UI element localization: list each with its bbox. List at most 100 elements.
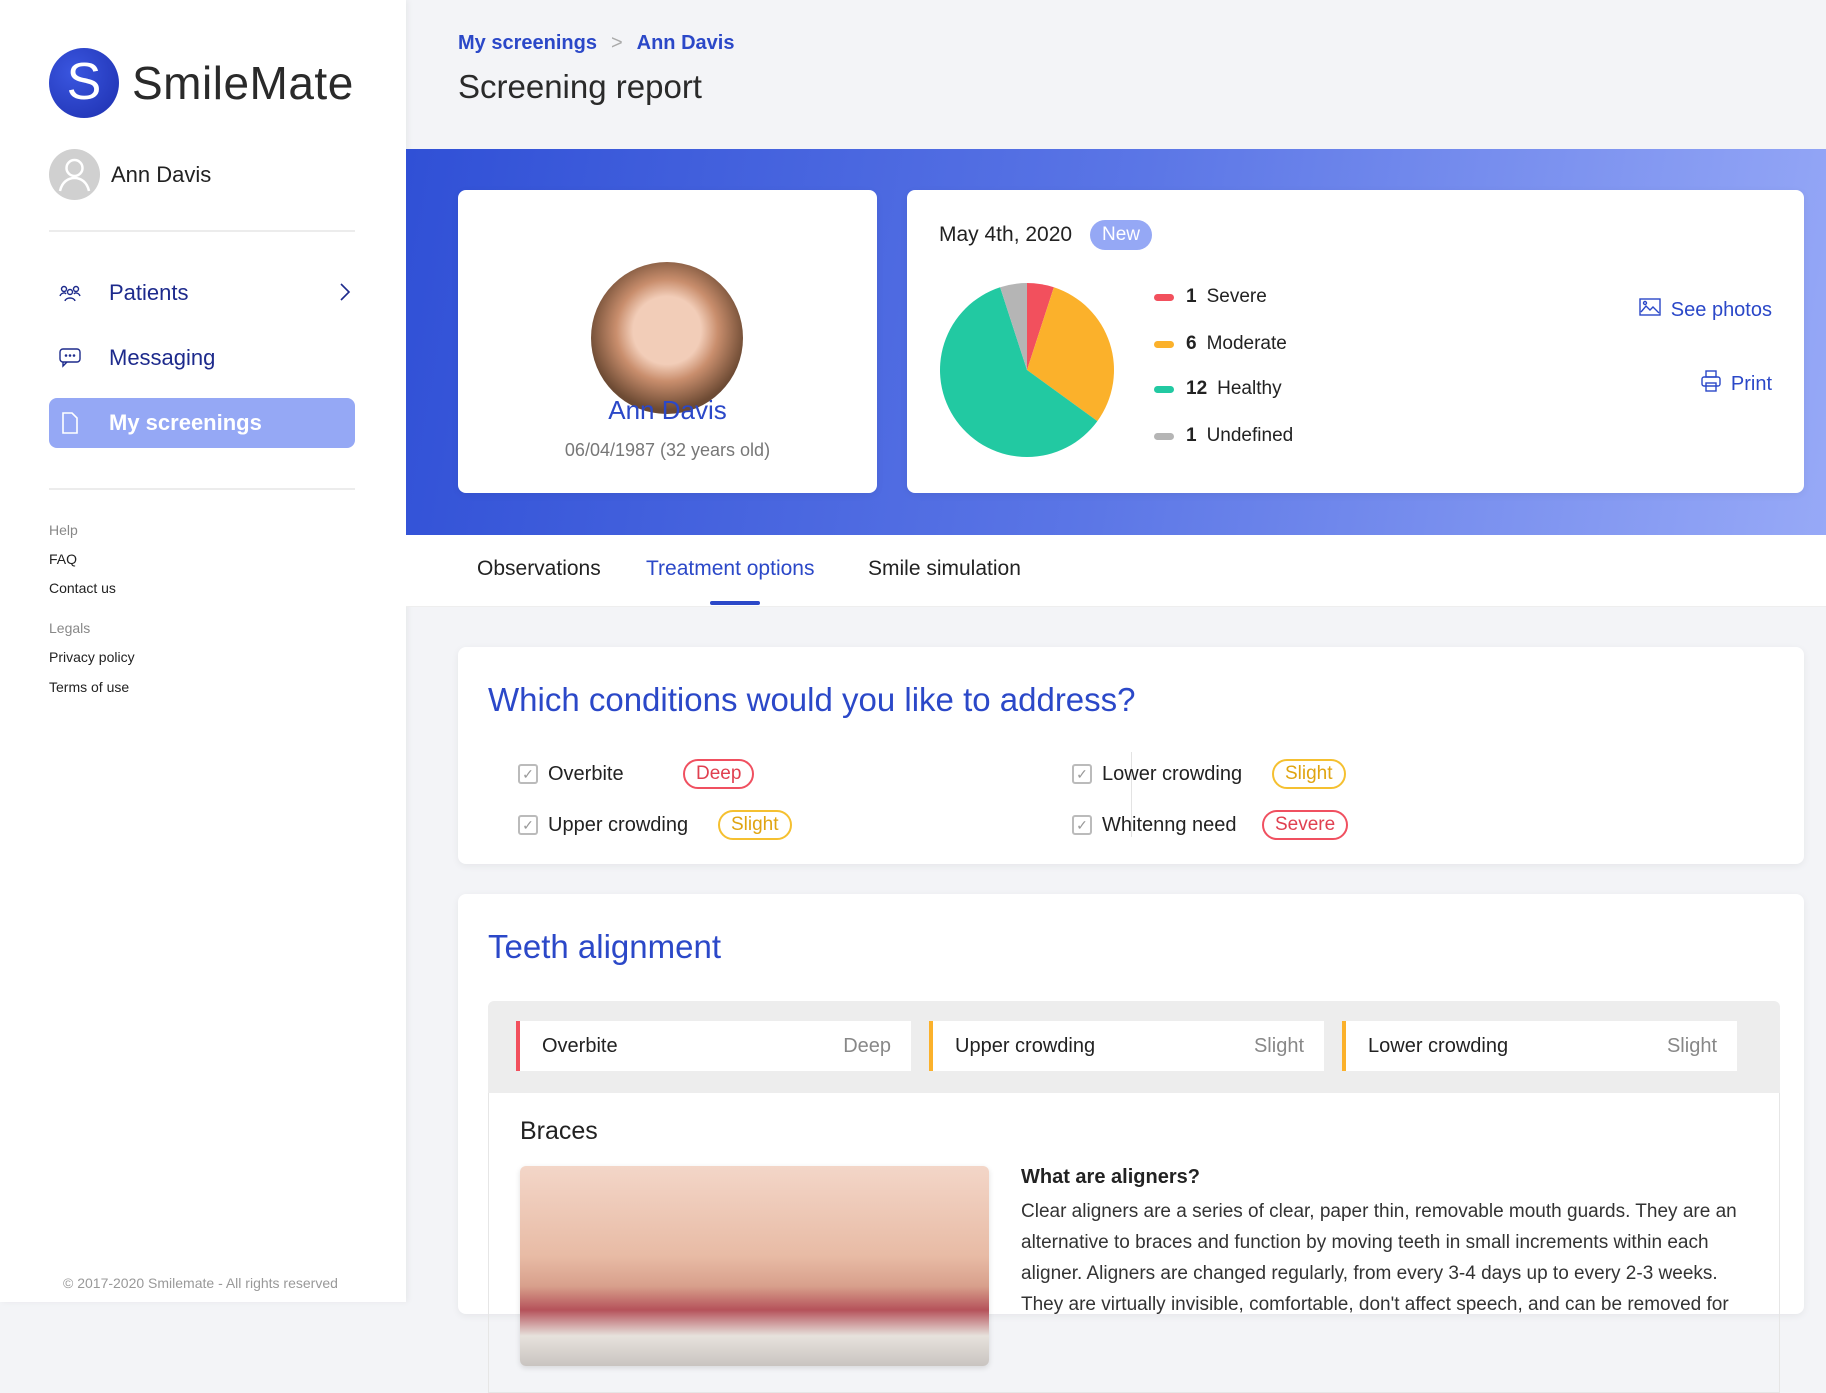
pie-slice-severe — [1027, 283, 1054, 370]
aligners-heading: What are aligners? — [1021, 1166, 1200, 1188]
braces-photo — [520, 1166, 989, 1366]
teeth-alignment-card: Teeth alignment Overbite Deep Upper crowdi… — [458, 894, 1804, 1393]
terms-link[interactable]: Terms of use — [49, 679, 130, 695]
user-name: Ann Davis — [111, 162, 212, 187]
legend-label: Undefined — [1206, 425, 1294, 446]
chat-icon — [59, 347, 81, 369]
print-label: Print — [1730, 372, 1772, 395]
sidebar-item-messaging[interactable]: Messaging — [49, 333, 355, 383]
legend-label: Moderate — [1206, 333, 1287, 354]
legend-count: 1 — [1186, 286, 1197, 307]
summary-card: May 4th, 2020 New 1 Severe 6 Moderate 12 Heal… — [907, 190, 1804, 493]
checkbox[interactable]: ✓ — [1072, 764, 1092, 784]
teeth-alignment-title: Teeth alignment — [488, 928, 721, 965]
alignment-level: Slight — [1253, 1034, 1304, 1057]
legend-label: Severe — [1206, 286, 1267, 307]
conditions-title: Which conditions would you like to addre… — [488, 681, 1136, 718]
checkbox[interactable]: ✓ — [1072, 815, 1092, 835]
report-banner: Ann Davis 06/04/1987 (32 years old) May … — [406, 149, 1826, 535]
pie-slice-healthy — [940, 287, 1098, 457]
legend-item-moderate: 6 Moderate — [1154, 333, 1287, 355]
alignment-label: Upper crowding — [955, 1034, 1096, 1057]
privacy-link[interactable]: Privacy policy — [49, 649, 135, 665]
print-button[interactable]: Print — [1701, 370, 1772, 398]
status-badge: New — [1090, 220, 1153, 250]
copyright: © 2017-2020 Smilemate - All rights reser… — [63, 1275, 338, 1291]
faq-link[interactable]: FAQ — [49, 551, 78, 567]
breadcrumb-patient[interactable]: Ann Davis — [636, 32, 735, 54]
conditions-card: Which conditions would you like to addre… — [458, 647, 1804, 864]
alignment-item[interactable]: Upper crowding Slight — [929, 1021, 1324, 1071]
severity-badge: Severe — [1262, 810, 1349, 840]
divider — [1131, 752, 1132, 837]
see-photos-link[interactable]: See photos — [1639, 298, 1772, 322]
legend-item-undefined: 1 Undefined — [1154, 425, 1293, 447]
active-tab-indicator — [710, 601, 760, 605]
sidebar-item-my-screenings[interactable]: My screenings — [49, 398, 355, 448]
patient-card: Ann Davis 06/04/1987 (32 years old) — [458, 190, 877, 493]
alignment-item[interactable]: Lower crowding Slight — [1342, 1021, 1737, 1071]
severity-badge: Slight — [718, 810, 792, 840]
legend-item-healthy: 12 Healthy — [1154, 378, 1282, 400]
alignment-item[interactable]: Overbite Deep — [516, 1021, 911, 1071]
legend-swatch — [1154, 432, 1174, 440]
treatment-option-title: Braces — [520, 1117, 598, 1145]
severity-badge: Slight — [1272, 759, 1346, 789]
checkbox[interactable]: ✓ — [518, 815, 538, 835]
condition-item: ✓ Overbite Deep — [518, 759, 755, 789]
legend-count: 6 — [1186, 333, 1197, 354]
condition-label: Whitenng need — [1102, 813, 1237, 836]
legend-swatch — [1154, 293, 1174, 301]
legend-swatch — [1154, 385, 1174, 393]
condition-item: ✓ Upper crowding Slight — [518, 810, 792, 840]
aligners-description: Clear aligners are a series of clear, pa… — [1021, 1201, 1737, 1315]
alignment-label: Lower crowding — [1368, 1034, 1509, 1057]
printer-icon — [1701, 370, 1721, 398]
sidebar: S SmileMate Ann Davis Patients Messaging… — [0, 0, 406, 1302]
tab-observations[interactable]: Observations — [477, 557, 601, 580]
breadcrumb-my-screenings[interactable]: My screenings — [458, 32, 597, 54]
condition-item: ✓ Lower crowding Slight — [1072, 759, 1346, 789]
page-title: Screening report — [458, 68, 702, 105]
alignment-level: Deep — [843, 1034, 891, 1057]
screening-date: May 4th, 2020 — [939, 223, 1073, 246]
pie-slice-undefined — [1000, 283, 1027, 370]
divider — [49, 230, 355, 232]
tab-treatment-options[interactable]: Treatment options — [646, 557, 815, 580]
patient-name: Ann Davis — [608, 395, 727, 425]
logo-icon: S — [49, 48, 119, 118]
sidebar-item-label: My screenings — [109, 410, 262, 435]
brand-name: SmileMate — [132, 57, 354, 109]
condition-label: Upper crowding — [548, 813, 689, 836]
breadcrumb: My screenings > Ann Davis — [458, 32, 734, 55]
sidebar-item-patients[interactable]: Patients — [49, 268, 355, 318]
legend-count: 1 — [1186, 425, 1197, 446]
avatar[interactable] — [49, 149, 100, 200]
help-heading: Help — [49, 522, 78, 538]
chevron-right-icon: > — [610, 32, 623, 54]
sidebar-item-label: Messaging — [109, 345, 216, 370]
patients-icon — [59, 282, 81, 304]
document-icon — [59, 412, 81, 434]
image-icon — [1639, 298, 1661, 322]
condition-label: Lower crowding — [1102, 762, 1243, 785]
legend-count: 12 — [1186, 378, 1208, 399]
contact-link[interactable]: Contact us — [49, 580, 116, 596]
pie-chart — [940, 283, 1114, 457]
condition-label: Overbite — [548, 762, 624, 785]
legals-heading: Legals — [49, 620, 91, 636]
alignment-label: Overbite — [542, 1034, 618, 1057]
checkbox[interactable]: ✓ — [518, 764, 538, 784]
patient-dob: 06/04/1987 (32 years old) — [564, 440, 771, 460]
legend-swatch — [1154, 340, 1174, 348]
tab-bar: Observations Treatment options Smile sim… — [406, 535, 1826, 607]
sidebar-item-label: Patients — [109, 280, 189, 305]
pie-slice-moderate — [1027, 287, 1114, 422]
patient-photo — [591, 262, 743, 414]
alignment-level: Slight — [1666, 1034, 1717, 1057]
alignment-summary: Overbite Deep Upper crowding Slight Lower cr… — [488, 1001, 1780, 1093]
legend-item-severe: 1 Severe — [1154, 286, 1267, 308]
tab-smile-simulation[interactable]: Smile simulation — [868, 557, 1021, 580]
see-photos-label: See photos — [1670, 298, 1772, 321]
divider — [49, 488, 355, 490]
